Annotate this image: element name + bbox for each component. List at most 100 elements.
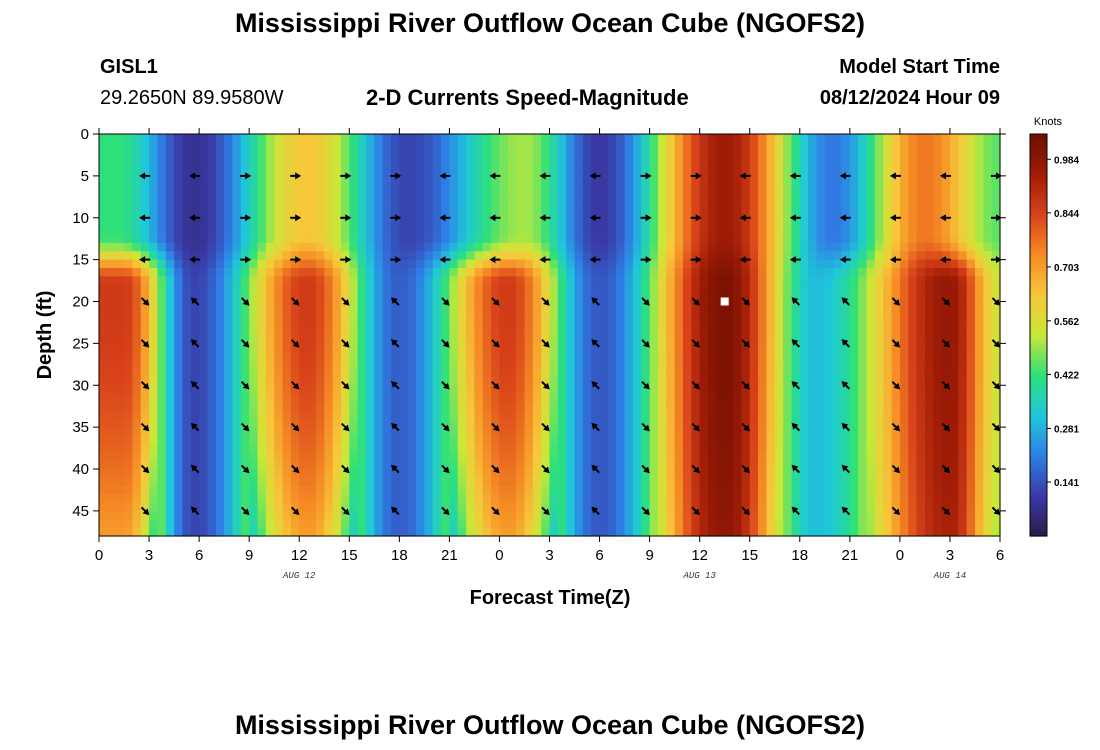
heat-cell [265, 485, 275, 495]
heat-cell [307, 443, 317, 453]
heat-cell [557, 209, 567, 219]
heat-cell [265, 293, 275, 303]
heat-cell [933, 184, 943, 194]
heat-cell [541, 351, 551, 361]
heat-cell [466, 226, 476, 236]
heat-cell [257, 318, 267, 328]
heat-cell [908, 150, 918, 160]
heat-cell [749, 452, 759, 462]
heat-cell [699, 276, 709, 286]
heat-cell [899, 376, 909, 386]
heat-cell [390, 159, 400, 169]
heat-cell [841, 410, 851, 420]
heat-cell [641, 309, 651, 319]
heat-cell [240, 477, 250, 487]
heat-cell [899, 142, 909, 152]
heat-cell [124, 368, 133, 378]
heat-cell [349, 192, 359, 202]
heat-cell [724, 234, 734, 244]
heat-cell [649, 134, 659, 143]
heat-cell [165, 251, 175, 261]
heat-cell [574, 209, 584, 219]
heat-cell [749, 301, 759, 311]
heat-cell [374, 159, 384, 169]
heat-cell [416, 301, 425, 311]
heat-cell [766, 150, 776, 160]
heat-cell [949, 510, 959, 520]
heat-cell [357, 460, 367, 470]
heat-cell [657, 284, 667, 294]
heat-cell [174, 410, 184, 420]
heat-cell [816, 368, 826, 378]
heat-cell [182, 360, 192, 370]
heat-cell [591, 418, 601, 428]
heat-cell [257, 209, 267, 219]
heat-cell [883, 452, 893, 462]
heat-cell [566, 251, 576, 261]
heat-cell [249, 351, 259, 361]
heat-cell [107, 192, 117, 202]
heat-cell [616, 192, 626, 202]
heat-cell [716, 318, 726, 328]
heat-cell [624, 452, 634, 462]
heat-cell [407, 301, 417, 311]
heat-cell [674, 410, 684, 420]
heat-cell [365, 134, 375, 143]
heat-cell [774, 502, 784, 512]
heat-cell [232, 175, 242, 185]
heat-cell [274, 435, 284, 445]
heat-cell [315, 402, 325, 411]
heat-cell [491, 309, 501, 319]
heat-cell [374, 469, 384, 478]
heat-cell [716, 477, 726, 487]
heat-cell [808, 477, 818, 487]
heat-cell [766, 335, 776, 344]
heat-cell [207, 318, 217, 328]
heat-cell [282, 234, 292, 244]
heat-cell [557, 460, 567, 470]
heat-cell [107, 410, 117, 420]
heat-cell [257, 309, 267, 319]
heat-cell [324, 318, 334, 328]
heat-cell [165, 192, 175, 202]
heat-cell [190, 360, 200, 370]
heat-cell [524, 368, 534, 378]
heat-cell [449, 443, 459, 453]
heat-cell [641, 284, 651, 294]
heat-cell [582, 410, 592, 420]
heat-cell [257, 368, 267, 378]
heat-cell [916, 192, 926, 202]
heat-cell [866, 418, 876, 428]
heat-cell [124, 301, 133, 311]
heat-cell [599, 284, 609, 294]
heat-cell [157, 351, 167, 361]
heat-cell [916, 418, 926, 428]
heat-cell [824, 351, 834, 361]
heat-cell [215, 519, 225, 529]
heat-cell [224, 309, 234, 319]
heat-cell [107, 427, 117, 437]
heat-cell [541, 393, 551, 403]
heat-cell [249, 209, 259, 219]
heat-cell [824, 335, 834, 344]
heat-cell [816, 427, 826, 437]
heat-cell [516, 402, 526, 411]
heat-cell [908, 142, 918, 152]
heat-cell [899, 217, 909, 227]
heat-cell [199, 242, 209, 252]
heat-cell [224, 343, 234, 353]
heat-cell [908, 335, 918, 344]
heat-cell [657, 343, 667, 353]
heat-cell [541, 318, 551, 328]
heat-cell [866, 167, 876, 177]
heat-cell [232, 452, 242, 462]
heat-cell [107, 134, 117, 143]
heat-cell [991, 376, 1001, 386]
heat-cell [399, 502, 409, 512]
heat-cell [624, 192, 634, 202]
heat-cell [265, 335, 275, 344]
heat-cell [399, 201, 409, 210]
heat-cell [599, 427, 609, 437]
heat-cell [182, 502, 192, 512]
heat-cell [791, 217, 801, 227]
